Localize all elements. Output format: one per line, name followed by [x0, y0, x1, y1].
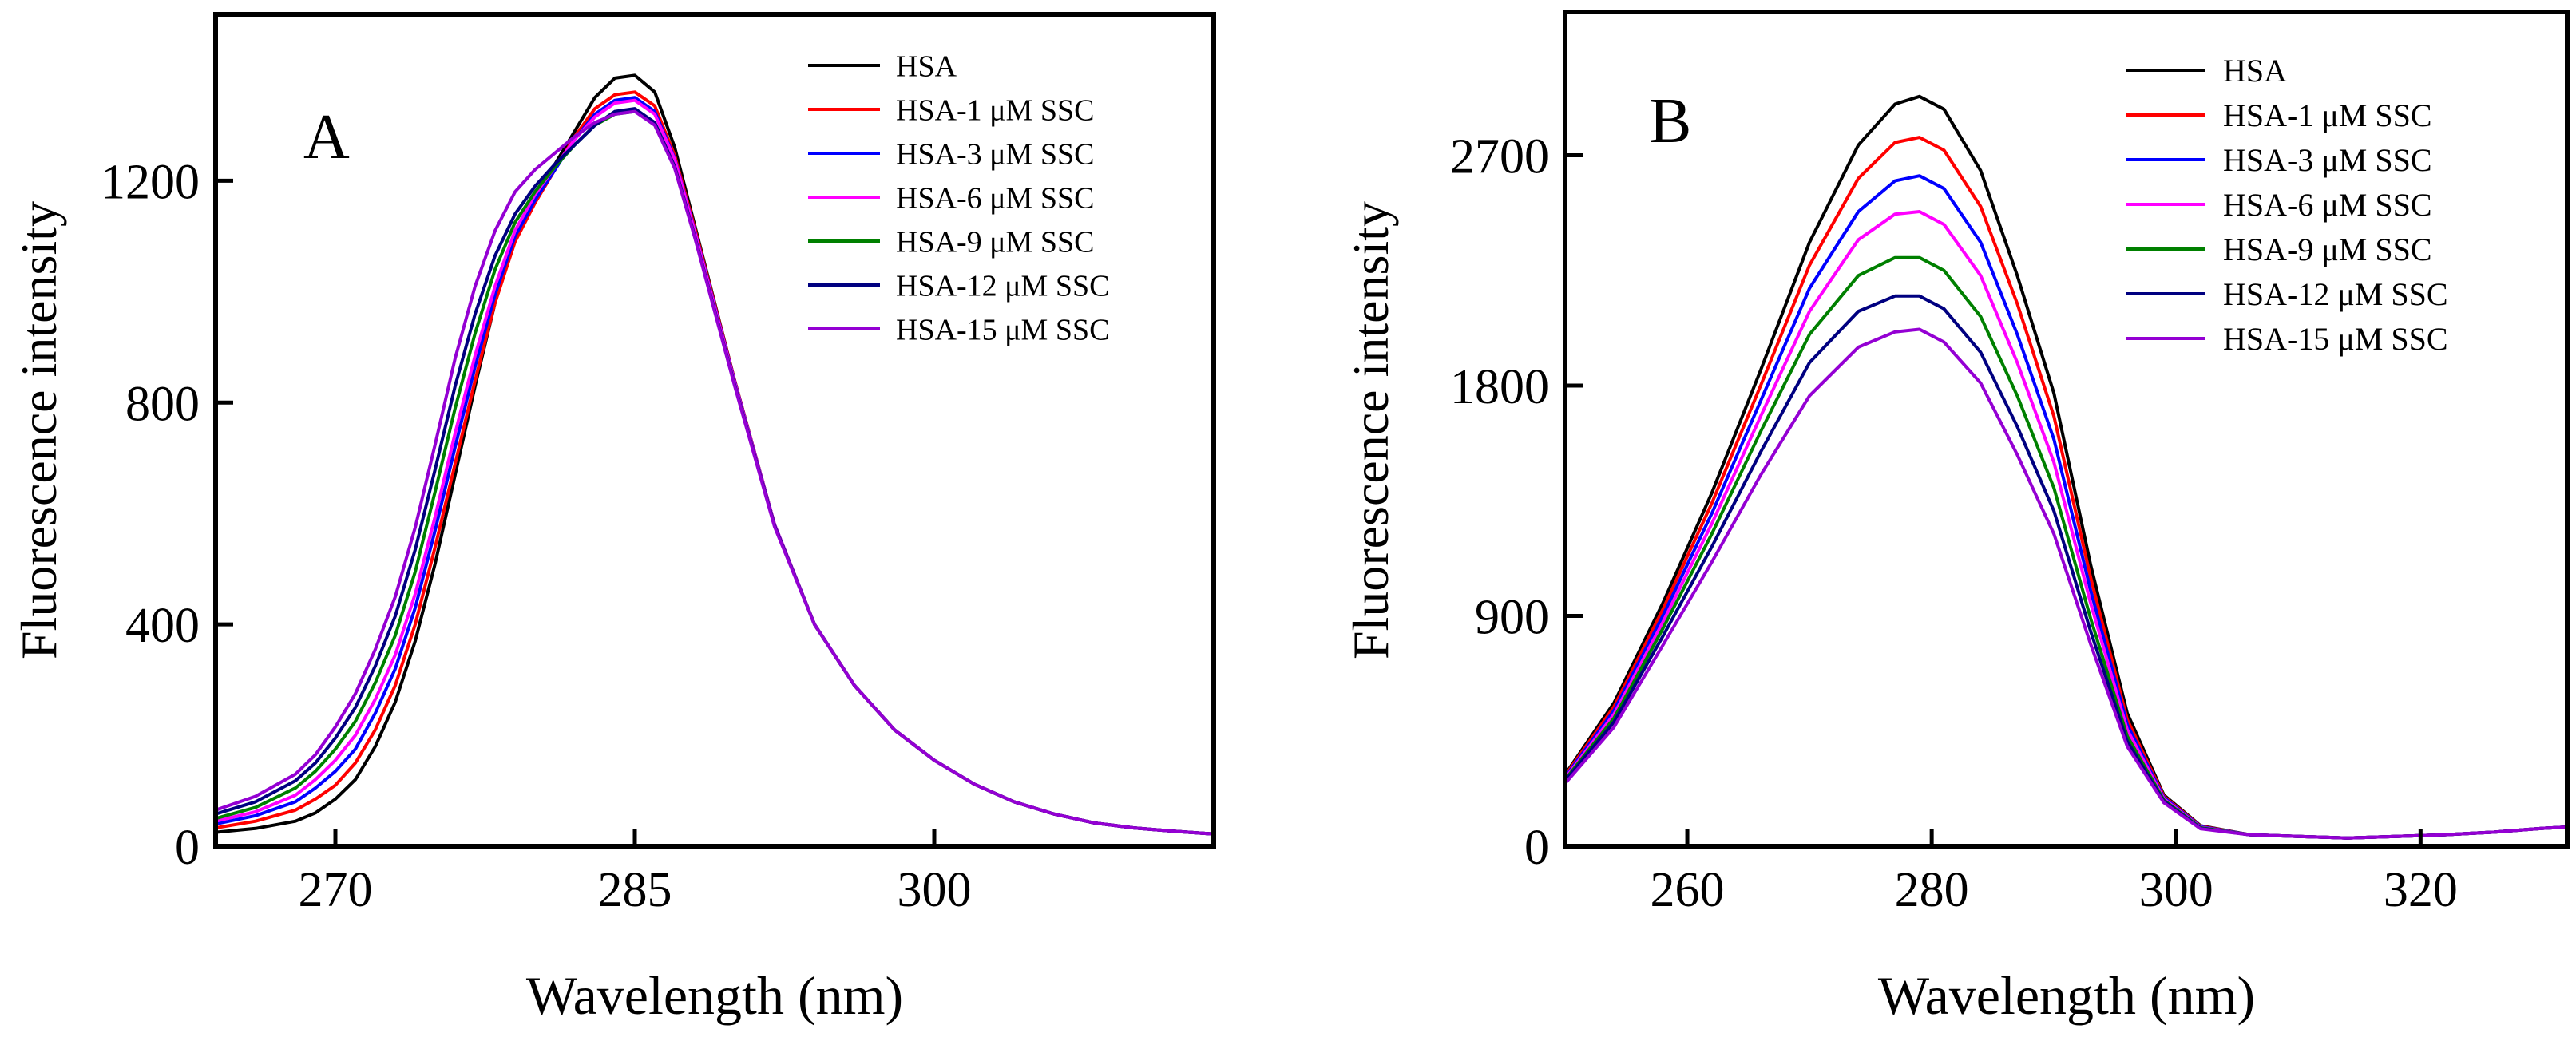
panel-a-ytick-label-3: 1200: [101, 155, 200, 209]
panel-b-legend-label-0: HSA: [2223, 53, 2287, 89]
panel-b-ytick-label-1: 900: [1475, 591, 1549, 645]
panel-b-legend-label-1: HSA-1 μM SSC: [2223, 97, 2432, 133]
panel-a-y-ticks: 0 400 800 1200: [101, 155, 233, 875]
panel-b-xtick-label-0: 260: [1651, 863, 1725, 917]
panel-b-legend-label-3: HSA-6 μM SSC: [2223, 187, 2432, 223]
panel-a-series-6-line: [215, 109, 1215, 836]
panel-a-legend-label-4: HSA-9 μM SSC: [896, 225, 1094, 259]
panel-b-legend: HSA HSA-1 μM SSC HSA-3 μM SSC HSA-6 μM SSC H…: [2126, 53, 2448, 357]
panel-a-x-ticks: 270 285 300: [299, 829, 972, 917]
panel-a-legend-label-0: HSA: [896, 49, 957, 83]
panel-b-frame: [1563, 10, 2570, 849]
panel-b-label: B: [1649, 86, 1691, 156]
panel-a-legend-label-5: HSA-12 μM SSC: [896, 269, 1109, 303]
panel-b-x-ticks: 260 280 300 320: [1651, 829, 2458, 917]
panel-b-lines: [1563, 94, 2568, 840]
panel-a-series-5-line: [215, 107, 1215, 836]
panel-b-xtick-label-1: 280: [1895, 863, 1969, 917]
panel-b-ytick-label-0: 0: [1524, 821, 1549, 875]
panel-a-ytick-label-1: 400: [125, 599, 200, 653]
panel-a-legend-label-2: HSA-3 μM SSC: [896, 137, 1094, 171]
panel-b-legend-label-5: HSA-12 μM SSC: [2223, 276, 2448, 312]
panel-b-ytick-label-2: 1800: [1450, 360, 1549, 414]
panel-a-ytick-label-0: 0: [175, 821, 200, 875]
panel-b-legend-label-6: HSA-15 μM SSC: [2223, 321, 2448, 357]
panel-a-label: A: [303, 102, 350, 172]
panel-b: 0 900 1800 2700 260 280 300 320 B Wavelength (…: [1342, 10, 2570, 1026]
panel-b-ylabel: Fluorescence intensity: [1342, 201, 1399, 659]
panel-b-y-ticks: 0 900 1800 2700: [1450, 130, 1583, 875]
panel-a-series-4-line: [215, 109, 1215, 836]
panel-a-legend-label-1: HSA-1 μM SSC: [896, 93, 1094, 127]
panel-a-lines: [215, 73, 1215, 836]
panel-b-xtick-label-3: 320: [2384, 863, 2458, 917]
panel-b-legend-label-2: HSA-3 μM SSC: [2223, 142, 2432, 178]
panel-a-xlabel: Wavelength (nm): [526, 965, 903, 1026]
panel-b-xlabel: Wavelength (nm): [1878, 965, 2255, 1026]
panel-b-series-6-line: [1563, 327, 2568, 840]
panel-b-ytick-label-3: 2700: [1450, 130, 1549, 184]
panel-a-xtick-label-0: 270: [299, 863, 373, 917]
panel-a-frame: [213, 12, 1216, 849]
panel-a-xtick-label-2: 300: [898, 863, 972, 917]
panel-a-ylabel: Fluorescence intensity: [10, 201, 67, 659]
panel-a-xtick-label-1: 285: [598, 863, 672, 917]
panel-b-xtick-label-2: 300: [2139, 863, 2213, 917]
panel-a-legend-label-3: HSA-6 μM SSC: [896, 181, 1094, 215]
panel-a-ytick-label-2: 800: [125, 377, 200, 431]
panel-b-legend-label-4: HSA-9 μM SSC: [2223, 232, 2432, 267]
panel-a-legend: HSA HSA-1 μM SSC HSA-3 μM SSC HSA-6 μM SSC H…: [808, 49, 1109, 346]
panel-a-legend-label-6: HSA-15 μM SSC: [896, 313, 1109, 346]
